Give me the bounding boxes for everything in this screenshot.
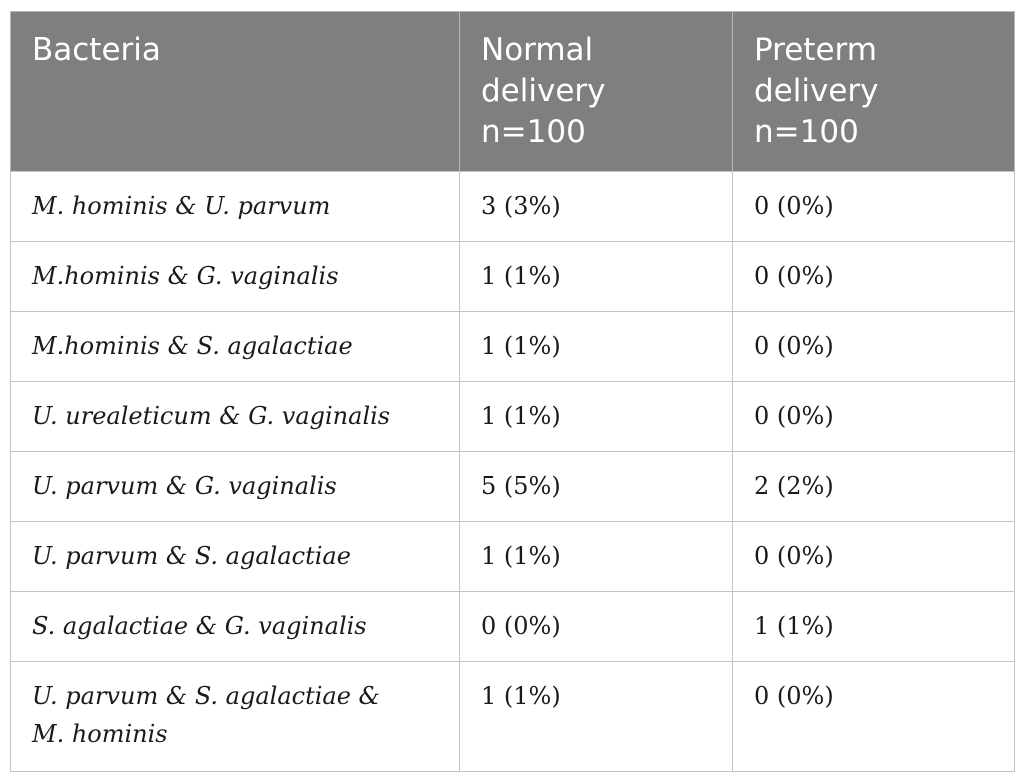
table-row: M.hominis & S. agalactiae 1 (1%) 0 (0%) [10, 311, 1015, 382]
table-row: M.hominis & G. vaginalis 1 (1%) 0 (0%) [10, 241, 1015, 312]
bacteria-cell: U. urealeticum & G. vaginalis [10, 381, 460, 452]
normal-delivery-cell: 1 (1%) [459, 381, 733, 452]
preterm-delivery-cell: 0 (0%) [732, 661, 1015, 772]
bacteria-cell: M.hominis & S. agalactiae [10, 311, 460, 382]
preterm-delivery-cell: 0 (0%) [732, 521, 1015, 592]
header-preterm-line-3: n=100 [754, 114, 859, 150]
header-bacteria-text: Bacteria [32, 32, 161, 68]
header-normal-line-2: delivery [481, 73, 606, 109]
normal-delivery-cell: 1 (1%) [459, 661, 733, 772]
table-row: U. parvum & S. agalactiae & M. hominis 1… [10, 661, 1015, 772]
bacteria-cell: M. hominis & U. parvum [10, 171, 460, 242]
data-table-container: Bacteria Normal delivery n=100 Preterm d… [10, 11, 1015, 772]
preterm-delivery-cell: 2 (2%) [732, 451, 1015, 522]
bacteria-cell: S. agalactiae & G. vaginalis [10, 591, 460, 662]
header-preterm-line-1: Preterm [754, 32, 877, 68]
table-body: M. hominis & U. parvum 3 (3%) 0 (0%) M.h… [10, 171, 1015, 772]
bacteria-delivery-table: Bacteria Normal delivery n=100 Preterm d… [10, 11, 1015, 772]
header-preterm-line-2: delivery [754, 73, 879, 109]
header-bacteria: Bacteria [10, 11, 460, 172]
normal-delivery-cell: 1 (1%) [459, 521, 733, 592]
bacteria-cell: U. parvum & S. agalactiae [10, 521, 460, 592]
table-row: U. parvum & S. agalactiae 1 (1%) 0 (0%) [10, 521, 1015, 592]
preterm-delivery-cell: 0 (0%) [732, 311, 1015, 382]
header-normal-delivery: Normal delivery n=100 [459, 11, 733, 172]
normal-delivery-cell: 1 (1%) [459, 311, 733, 382]
table-row: S. agalactiae & G. vaginalis 0 (0%) 1 (1… [10, 591, 1015, 662]
preterm-delivery-cell: 0 (0%) [732, 381, 1015, 452]
bacteria-line-1: U. parvum & S. agalactiae & [32, 682, 380, 710]
table-row: U. parvum & G. vaginalis 5 (5%) 2 (2%) [10, 451, 1015, 522]
preterm-delivery-cell: 1 (1%) [732, 591, 1015, 662]
table-row: U. urealeticum & G. vaginalis 1 (1%) 0 (… [10, 381, 1015, 452]
preterm-delivery-cell: 0 (0%) [732, 241, 1015, 312]
table-row: M. hominis & U. parvum 3 (3%) 0 (0%) [10, 171, 1015, 242]
header-normal-line-3: n=100 [481, 114, 586, 150]
bacteria-cell: U. parvum & S. agalactiae & M. hominis [10, 661, 460, 772]
header-normal-line-1: Normal [481, 32, 594, 68]
normal-delivery-cell: 3 (3%) [459, 171, 733, 242]
normal-delivery-cell: 0 (0%) [459, 591, 733, 662]
header-row: Bacteria Normal delivery n=100 Preterm d… [10, 11, 1015, 172]
preterm-delivery-cell: 0 (0%) [732, 171, 1015, 242]
normal-delivery-cell: 5 (5%) [459, 451, 733, 522]
table-header: Bacteria Normal delivery n=100 Preterm d… [10, 11, 1015, 172]
bacteria-line-2: M. hominis [32, 720, 168, 748]
bacteria-cell: U. parvum & G. vaginalis [10, 451, 460, 522]
header-preterm-delivery: Preterm delivery n=100 [732, 11, 1015, 172]
bacteria-cell: M.hominis & G. vaginalis [10, 241, 460, 312]
normal-delivery-cell: 1 (1%) [459, 241, 733, 312]
